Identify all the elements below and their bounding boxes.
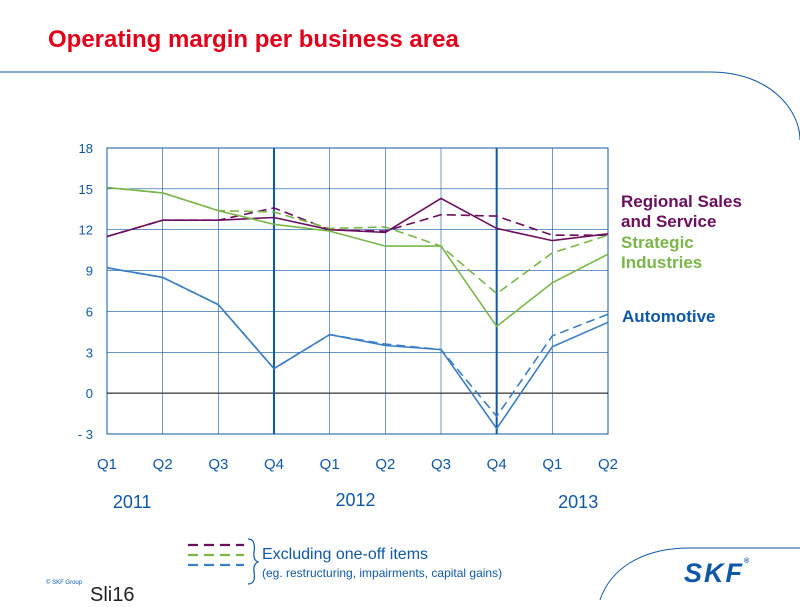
registered-mark: ® xyxy=(744,558,750,565)
y-tick-label: 12 xyxy=(79,223,93,238)
x-tick-labels: Q1 Q2 Q3 Q4 Q1 Q2 Q3 Q4 Q1 Q2 xyxy=(97,456,618,473)
series-label-regional-sales: Regional Sales and Service xyxy=(621,192,742,231)
legend-main-text: Excluding one-off items xyxy=(262,546,429,563)
x-tick-label: Q1 xyxy=(542,456,562,473)
logo-text: SKF xyxy=(684,558,744,588)
series-label-strategic-industries: Strategic Industries xyxy=(621,233,703,272)
y-tick-labels: 18 15 12 9 6 3 0 - 3 xyxy=(78,141,93,442)
copyright: © SKF Group xyxy=(46,580,83,586)
year-label-2013: 2013 xyxy=(558,492,599,512)
grid-lines xyxy=(106,147,609,435)
y-tick-label: 15 xyxy=(79,182,93,197)
series-line-0 xyxy=(106,197,609,242)
header-curve xyxy=(0,71,800,141)
series-line-2 xyxy=(106,267,609,431)
x-tick-label: Q2 xyxy=(375,456,395,473)
legend-sub-text: (eg. restructuring, impairments, capital… xyxy=(262,566,503,580)
x-tick-label: Q1 xyxy=(320,456,340,473)
y-tick-label: 18 xyxy=(79,141,93,156)
series-line-1 xyxy=(106,186,609,328)
x-tick-label: Q3 xyxy=(431,456,451,473)
page-title: Operating margin per business area xyxy=(48,26,459,53)
year-label-2012: 2012 xyxy=(335,490,376,510)
y-tick-label: 6 xyxy=(86,304,93,319)
series-lines xyxy=(106,186,609,431)
footer-curve xyxy=(599,547,800,600)
legend: Excluding one-off items (eg. restructuri… xyxy=(262,546,502,580)
x-tick-label: Q2 xyxy=(598,456,618,473)
x-tick-label: Q4 xyxy=(264,456,284,473)
skf-logo: SKF® xyxy=(684,558,749,589)
x-tick-label: Q1 xyxy=(97,456,117,473)
x-tick-label: Q3 xyxy=(208,456,228,473)
slide-number: Sli16 xyxy=(90,584,135,606)
y-tick-label: 0 xyxy=(86,386,93,401)
x-tick-label: Q4 xyxy=(487,456,507,473)
series-label-automotive: Automotive xyxy=(622,307,716,326)
y-tick-label: 9 xyxy=(86,264,93,279)
y-tick-label: - 3 xyxy=(78,427,93,442)
y-tick-label: 3 xyxy=(86,345,93,360)
legend-brace xyxy=(247,538,260,585)
year-label-2011: 2011 xyxy=(112,492,152,512)
x-tick-label: Q2 xyxy=(153,456,173,473)
